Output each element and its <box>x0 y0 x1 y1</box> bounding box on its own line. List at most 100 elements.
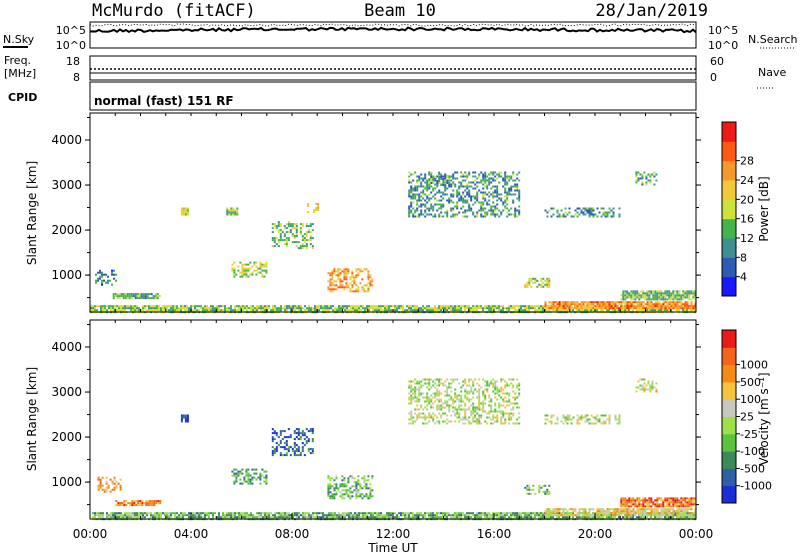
power-echo-pixel <box>181 212 183 214</box>
power-echo-pixel <box>512 214 514 216</box>
velocity-echo-pixel <box>450 516 452 518</box>
velocity-echo-pixel <box>181 421 183 423</box>
power-echo-pixel <box>534 309 536 311</box>
velocity-echo-pixel <box>348 514 350 516</box>
velocity-echo-pixel <box>168 514 170 516</box>
velocity-echo-pixel <box>553 512 555 514</box>
power-echo-pixel <box>365 284 367 286</box>
velocity-echo-pixel <box>494 405 496 407</box>
power-echo-pixel <box>632 294 634 296</box>
power-echo-pixel <box>498 216 500 218</box>
power-echo-pixel <box>310 225 312 227</box>
velocity-echo-pixel <box>432 417 434 419</box>
velocity-echo-pixel <box>438 385 440 387</box>
power-echo-pixel <box>504 190 506 192</box>
power-echo-pixel <box>300 227 302 229</box>
velocity-echo-pixel <box>114 489 116 491</box>
velocity-echo-pixel <box>516 419 518 421</box>
velocity-echo-pixel <box>145 502 147 504</box>
power-echo-pixel <box>384 305 386 307</box>
power-echo-pixel <box>658 292 660 294</box>
power-echo-pixel <box>468 194 470 196</box>
velocity-echo-pixel <box>446 516 448 518</box>
power-echo-pixel <box>424 206 426 208</box>
power-echo-pixel <box>648 290 650 292</box>
power-echo-pixel <box>265 266 267 268</box>
power-echo-pixel <box>670 292 672 294</box>
power-echo-pixel <box>241 270 243 272</box>
velocity-echo-pixel <box>121 504 123 506</box>
power-echo-pixel <box>494 214 496 216</box>
power-echo-pixel <box>478 190 480 192</box>
velocity-echo-pixel <box>106 483 108 485</box>
power-echo-pixel <box>174 305 176 307</box>
velocity-echo-pixel <box>494 381 496 383</box>
power-echo-pixel <box>304 245 306 247</box>
velocity-echo-pixel <box>270 516 272 518</box>
power-echo-pixel <box>143 297 145 299</box>
velocity-echo-pixel <box>410 397 412 399</box>
power-echo-pixel <box>442 192 444 194</box>
power-echo-pixel <box>252 307 254 309</box>
power-echo-pixel <box>528 305 530 307</box>
velocity-echo-pixel <box>536 514 538 516</box>
power-echo-pixel <box>688 290 690 292</box>
velocity-echo-pixel <box>310 516 312 518</box>
power-echo-pixel <box>378 309 380 311</box>
velocity-echo-pixel <box>488 397 490 399</box>
velocity-echo-pixel <box>120 485 122 487</box>
velocity-echo-pixel <box>474 407 476 409</box>
power-echo-pixel <box>490 210 492 212</box>
velocity-echo-pixel <box>458 405 460 407</box>
power-echo-pixel <box>236 210 238 212</box>
velocity-echo-pixel <box>235 477 237 479</box>
velocity-echo-pixel <box>564 516 566 518</box>
velocity-echo-pixel <box>478 415 480 417</box>
power-echo-pixel <box>530 307 532 309</box>
power-echo-pixel <box>678 309 680 311</box>
power-echo-pixel <box>286 227 288 229</box>
power-echo-pixel <box>476 192 478 194</box>
power-echo-pixel <box>146 309 148 311</box>
power-echo-pixel <box>312 245 314 247</box>
power-echo-pixel <box>434 198 436 200</box>
velocity-echo-pixel <box>444 407 446 409</box>
power-echo-pixel <box>430 178 432 180</box>
velocity-echo-pixel <box>210 512 212 514</box>
power-echo-pixel <box>518 172 520 174</box>
power-echo-pixel <box>584 309 586 311</box>
velocity-echo-pixel <box>601 415 603 417</box>
velocity-echo-pixel <box>112 516 114 518</box>
velocity-echo-pixel <box>474 516 476 518</box>
velocity-echo-pixel <box>220 516 222 518</box>
power-echo-pixel <box>331 270 333 272</box>
velocity-echo-pixel <box>476 409 478 411</box>
power-echo-pixel <box>634 296 636 298</box>
power-echo-pixel <box>660 290 662 292</box>
cpid-panel: CPID normal (fast) 151 RF <box>8 82 696 110</box>
power-echo-pixel <box>620 298 622 300</box>
velocity-echo-pixel <box>492 387 494 389</box>
velocity-echo-pixel <box>272 516 274 518</box>
power-echo-pixel <box>454 186 456 188</box>
power-echo-pixel <box>238 305 240 307</box>
power-echo-pixel <box>337 276 339 278</box>
power-echo-pixel <box>296 227 298 229</box>
velocity-echo-pixel <box>428 516 430 518</box>
velocity-echo-pixel <box>518 385 520 387</box>
power-echo-pixel <box>126 307 128 309</box>
power-echo-pixel <box>458 200 460 202</box>
velocity-echo-pixel <box>490 514 492 516</box>
velocity-echo-pixel <box>438 409 440 411</box>
power-echo-pixel <box>498 198 500 200</box>
power-echo-pixel <box>546 286 548 288</box>
power-echo-pixel <box>183 212 185 214</box>
velocity-echo-pixel <box>253 473 255 475</box>
power-echo-pixel <box>631 301 633 303</box>
velocity-echo-pixel <box>476 514 478 516</box>
velocity-echo-pixel <box>496 421 498 423</box>
velocity-echo-pixel <box>442 383 444 385</box>
velocity-echo-pixel <box>363 495 365 497</box>
velocity-echo-pixel <box>355 485 357 487</box>
